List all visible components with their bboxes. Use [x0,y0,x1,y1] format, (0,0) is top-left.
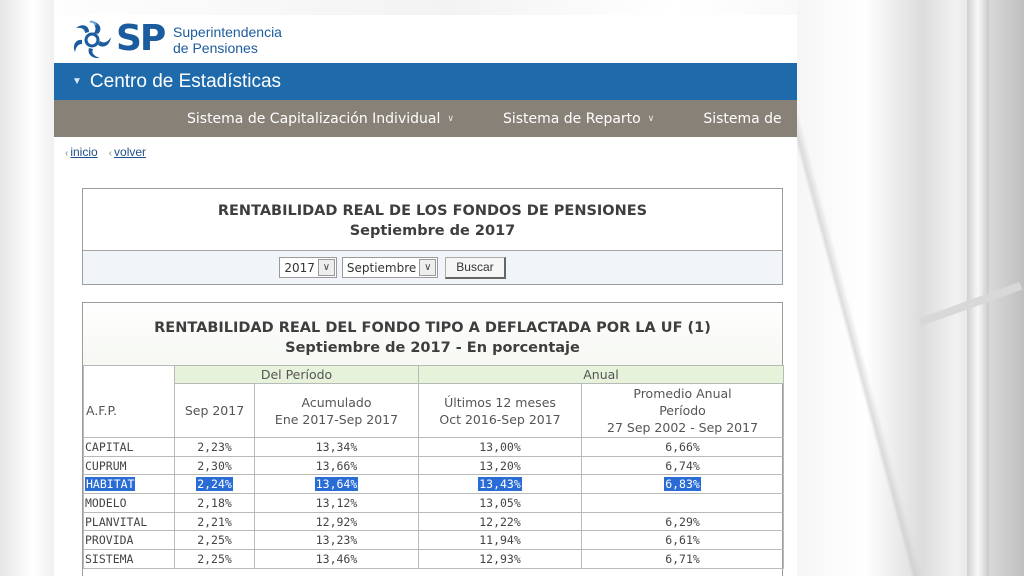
cell-ytd: 13,23% [253,530,420,551]
logo-abbrev: SP [116,18,166,59]
cell-afp: PROVIDA [83,530,175,551]
table-group-header-row: Del Período Anual [83,365,785,384]
col-header-afp: A.F.P. [83,383,175,438]
cell-last12: 12,22% [418,511,583,532]
cell-ytd: 13,12% [253,493,420,513]
col-header-month: Sep 2017 [174,383,255,438]
logo-line1: Superintendencia [173,24,282,40]
cell-average: 6,74% [581,455,785,476]
results-title: RENTABILIDAD REAL DEL FONDO TIPO A DEFLA… [154,320,711,336]
table-row: CAPITAL 2,23% 13,34% 13,00% 6,66% [83,437,785,457]
logo-bar: SP Superintendencia de Pensiones [54,15,797,63]
main-nav: Sistema de Capitalización Individual ∨ S… [54,100,797,137]
cell-month: 2,30% [174,455,255,476]
cell-last12: 12,93% [418,549,583,569]
group-header-annual: Anual [418,365,785,384]
chevron-down-icon: ∨ [647,113,655,124]
returns-table: Del Período Anual A.F.P. Sep 2017 Acumul… [83,365,785,569]
table-header-cell [83,365,175,384]
cell-last12: 11,94% [418,530,583,551]
nav-item-label: Sistema de Capitalización Individual [187,110,441,127]
cell-month: 2,23% [174,437,255,457]
section-title-bar: ▼ Centro de Estadísticas [54,63,797,100]
group-header-period: Del Período [173,365,420,384]
cell-month: 2,18% [174,493,255,513]
background-beam [967,0,989,576]
logo-text: Superintendencia de Pensiones [173,24,282,56]
month-select-value: Septiembre [346,260,417,275]
results-header: RENTABILIDAD REAL DEL FONDO TIPO A DEFLA… [83,303,782,365]
cell-average: 6,66% [581,437,785,457]
chevron-left-icon: ‹ [65,148,69,159]
col-header-last12: Últimos 12 meses Oct 2016-Sep 2017 [418,383,583,438]
cell-afp: HABITAT [83,474,175,495]
results-subtitle: Septiembre de 2017 - En porcentaje [285,340,580,356]
section-title: Centro de Estadísticas [89,71,282,92]
cell-afp: SISTEMA [83,549,175,569]
triangle-down-icon: ▼ [72,76,82,87]
web-page: SP Superintendencia de Pensiones ▼ Centr… [54,15,797,576]
filter-box-header: RENTABILIDAD REAL DE LOS FONDOS DE PENSI… [83,189,782,251]
chevron-left-icon: ‹ [108,148,113,159]
cell-last12: 13,05% [418,493,583,513]
year-select-value: 2017 [284,260,315,275]
table-row-selected: HABITAT 2,24% 13,64% 13,43% 6,83% [83,474,785,495]
cell-ytd: 13,34% [253,437,420,457]
chevron-down-icon: ∨ [447,113,454,124]
cell-afp: MODELO [83,493,175,513]
nav-item-capitalizacion[interactable]: Sistema de Capitalización Individual ∨ [187,111,454,127]
cell-average: 6,71% [581,549,785,569]
cell-afp: PLANVITAL [83,511,175,532]
cell-ytd: 13,66% [253,455,420,476]
cell-ytd: 13,64% [253,474,420,495]
home-link[interactable]: ‹ inicio [65,145,98,159]
cell-last12: 13,43% [418,474,583,495]
cell-month: 2,25% [174,549,255,569]
cell-afp: CAPITAL [83,437,175,457]
table-row: CUPRUM 2,30% 13,66% 13,20% 6,74% [83,455,785,476]
nav-item-reparto[interactable]: Sistema de Reparto ∨ [503,111,654,127]
cell-afp: CUPRUM [83,455,175,476]
filter-controls: 2017 ∨ Septiembre ∨ Buscar [83,251,782,284]
cell-average: 6,29% [581,511,785,532]
year-select[interactable]: 2017 ∨ [279,257,337,278]
background-left-decor [0,0,54,576]
col-header-average: Promedio Anual Período 27 Sep 2002 - Sep 2… [581,383,785,438]
cell-ytd: 13,46% [253,549,420,569]
cell-average [581,493,785,513]
nav-item-label: Sistema de Reparto [502,110,641,127]
background-right-decor [797,0,1024,576]
table-row: SISTEMA 2,25% 13,46% 12,93% 6,71% [83,549,785,569]
filter-box: RENTABILIDAD REAL DE LOS FONDOS DE PENSI… [82,188,783,285]
breadcrumb: ‹ inicio ‹ volver [54,137,797,167]
nav-item-truncated[interactable]: Sistema de [703,111,781,127]
pinwheel-logo-icon[interactable] [70,19,114,61]
nav-item-label: Sistema de [703,110,782,127]
month-select[interactable]: Septiembre ∨ [341,257,439,278]
logo-line2: de Pensiones [173,40,258,56]
results-box: RENTABILIDAD REAL DEL FONDO TIPO A DEFLA… [82,302,785,576]
cell-last12: 13,20% [418,455,583,476]
table-row: MODELO 2,18% 13,12% 13,05% [83,493,785,513]
search-button[interactable]: Buscar [445,256,506,279]
cell-month: 2,25% [174,530,255,551]
cell-average: 6,61% [581,530,785,551]
cell-month: 2,21% [174,511,255,532]
filter-box-title: RENTABILIDAD REAL DE LOS FONDOS DE PENSI… [217,203,648,219]
table-row: PROVIDA 2,25% 13,23% 11,94% 6,61% [83,530,785,551]
col-header-ytd: Acumulado Ene 2017-Sep 2017 [253,383,420,438]
cell-average: 6,83% [581,474,785,495]
cell-last12: 13,00% [418,437,583,457]
table-header-row: A.F.P. Sep 2017 Acumulado Ene 2017-Sep 20… [83,383,785,438]
cell-ytd: 12,92% [253,511,420,532]
chevron-down-icon[interactable]: ∨ [317,259,335,276]
back-link[interactable]: ‹ volver [108,145,147,159]
chevron-down-icon[interactable]: ∨ [419,259,437,276]
table-row: PLANVITAL 2,21% 12,92% 12,22% 6,29% [83,511,785,532]
filter-box-subtitle: Septiembre de 2017 [349,223,516,239]
cell-month: 2,24% [174,474,255,495]
